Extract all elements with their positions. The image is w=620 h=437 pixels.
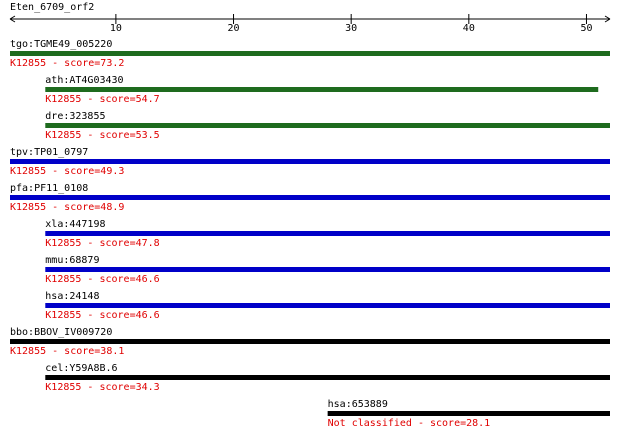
hit-bar [10,195,610,200]
hit-score: K12855 - score=38.1 [10,346,124,357]
hit-name: ath:AT4G03430 [45,75,123,86]
x-tick-label: 20 [228,23,240,34]
hit-bar [45,303,610,308]
hit-score: K12855 - score=46.6 [45,274,159,285]
hit-name: cel:Y59A8B.6 [45,363,117,374]
x-tick-label: 30 [345,23,357,34]
hit-bar [45,375,610,380]
hit-name: pfa:PF11_0108 [10,183,88,194]
x-tick-label: 40 [463,23,475,34]
hit-bar [327,411,610,416]
x-tick-label: 50 [580,23,592,34]
hit-bar [10,159,610,164]
x-tick-label: 10 [110,23,122,34]
hit-name: tgo:TGME49_005220 [10,39,112,50]
hit-score: K12855 - score=53.5 [45,130,159,141]
hit-bar [45,123,610,128]
hit-name: hsa:24148 [45,291,99,302]
hit-name: bbo:BBOV_IV009720 [10,327,112,338]
hit-bar [45,87,599,92]
hit-score: K12855 - score=48.9 [10,202,124,213]
hit-name: tpv:TP01_0797 [10,147,88,158]
hit-score: K12855 - score=34.3 [45,382,159,393]
hit-bar [10,339,610,344]
hit-bar [10,51,610,56]
hit-name: hsa:653889 [328,399,388,410]
hit-bar [45,267,610,272]
hit-bar [45,231,610,236]
query-title: Eten_6709_orf2 [10,2,94,13]
hit-score: K12855 - score=47.8 [45,238,159,249]
hit-name: mmu:68879 [45,255,99,266]
hit-name: dre:323855 [45,111,105,122]
hit-score: Not classified - score=28.1 [328,418,491,429]
hit-score: K12855 - score=49.3 [10,166,124,177]
hit-score: K12855 - score=46.6 [45,310,159,321]
hit-score: K12855 - score=73.2 [10,58,124,69]
hit-name: xla:447198 [45,219,105,230]
ruler-arrows [9,15,611,23]
hit-score: K12855 - score=54.7 [45,94,159,105]
